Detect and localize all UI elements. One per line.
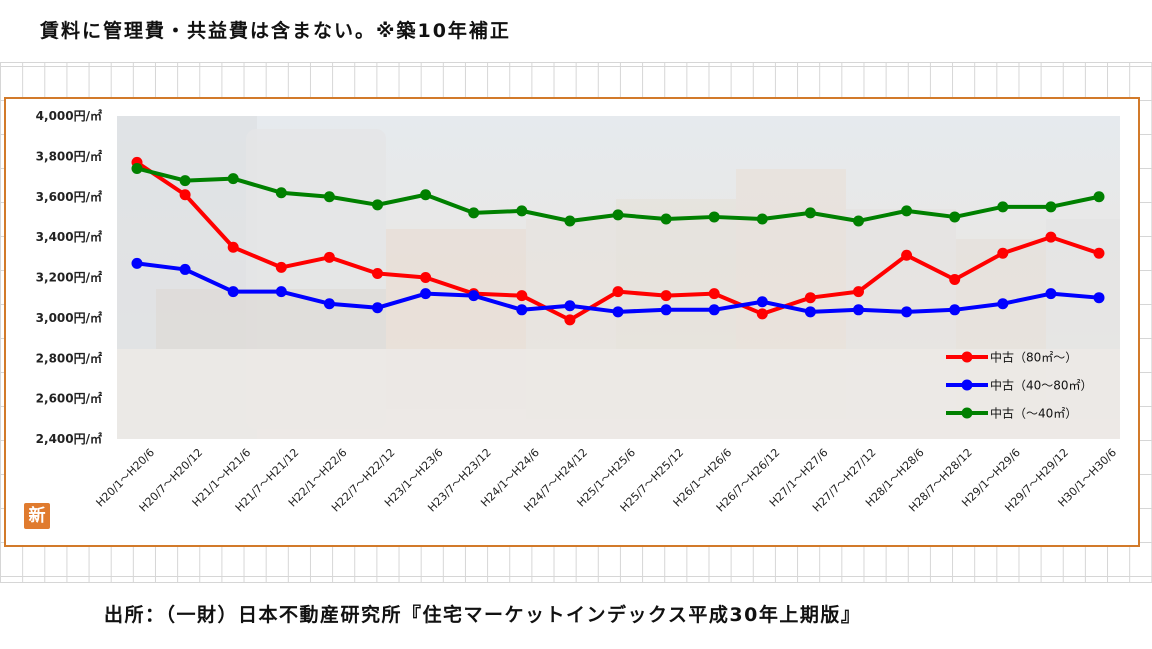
new-badge-icon: 新 <box>24 503 50 529</box>
series-0-point <box>612 286 624 298</box>
y-tick-label: 2,400円/㎡ <box>36 431 102 446</box>
series-2-point <box>564 215 576 227</box>
series-0-point <box>323 251 335 263</box>
y-tick-label: 2,800円/㎡ <box>36 350 102 365</box>
rent-note: 賃料に管理費・共益費は含まない。※築10年補正 <box>40 20 511 42</box>
header-band <box>0 0 1152 63</box>
series-0-point <box>708 288 720 300</box>
series-1-point <box>420 288 432 300</box>
series-1-point <box>1093 292 1105 304</box>
series-1-point <box>275 286 287 298</box>
series-0-point <box>516 290 528 302</box>
legend-swatch-marker <box>961 407 973 419</box>
y-tick-label: 3,600円/㎡ <box>36 189 102 204</box>
series-2-point <box>660 213 672 225</box>
series-1-point <box>1045 288 1057 300</box>
series-1-point <box>997 298 1009 310</box>
y-tick-label: 2,600円/㎡ <box>36 391 102 406</box>
series-1-point <box>179 263 191 275</box>
series-2-point <box>804 207 816 219</box>
series-0-point <box>372 267 383 279</box>
series-0-point <box>853 286 864 298</box>
series-0-point <box>179 189 191 201</box>
series-2-point <box>901 205 913 217</box>
y-tick-label: 3,400円/㎡ <box>36 229 102 244</box>
series-1-point <box>756 296 768 308</box>
background-photo <box>117 116 1120 439</box>
series-2-point <box>275 187 287 199</box>
y-axis: 2,400円/㎡ 2,600円/㎡ 2,800円/㎡ 3,000円/㎡ 3,200円/㎡… <box>36 108 102 446</box>
series-2-point <box>1045 201 1057 213</box>
series-2-point <box>612 209 624 221</box>
legend-label: 中古（40～80㎡） <box>990 378 1093 393</box>
series-0-point <box>275 261 287 273</box>
series-2-point <box>708 211 720 223</box>
series-1-point <box>131 257 143 269</box>
series-0-point <box>756 308 768 320</box>
rent-line-chart: 2,400円/㎡ 2,600円/㎡ 2,800円/㎡ 3,000円/㎡ 3,200円/㎡… <box>36 108 1120 515</box>
series-1-point <box>708 304 720 316</box>
series-2-point <box>756 213 768 225</box>
legend: 中古（80㎡～） 中古（40～80㎡） 中古（～40㎡） <box>946 350 1093 421</box>
chart-frame: 2,400円/㎡ 2,600円/㎡ 2,800円/㎡ 3,000円/㎡ 3,200円/㎡… <box>4 97 1140 547</box>
series-0-point <box>564 314 576 326</box>
series-1-point <box>564 300 576 312</box>
series-2-point <box>853 215 864 227</box>
series-2-point <box>516 205 528 217</box>
series-2-point <box>949 211 961 223</box>
series-1-point <box>853 304 864 316</box>
series-2-point <box>227 173 239 185</box>
series-2-point <box>1093 191 1105 203</box>
series-0-point <box>997 247 1009 259</box>
series-0-point <box>901 249 913 261</box>
series-0-point <box>1045 231 1057 243</box>
legend-swatch-marker <box>961 351 973 363</box>
series-layer <box>131 156 1105 326</box>
series-1-point <box>949 304 961 316</box>
series-1-point <box>516 304 528 316</box>
series-1-point <box>612 306 624 318</box>
legend-swatch-marker <box>961 379 973 391</box>
series-1-point <box>372 302 383 314</box>
series-2-point <box>131 162 143 174</box>
series-1-point <box>901 306 913 318</box>
series-1-point <box>323 298 335 310</box>
series-2-point <box>323 191 335 203</box>
series-1-point <box>660 304 672 316</box>
series-0-point <box>804 292 816 304</box>
y-tick-label: 3,800円/㎡ <box>36 148 102 163</box>
legend-label: 中古（～40㎡） <box>990 406 1077 421</box>
series-0-point <box>420 272 432 283</box>
series-0-point <box>227 241 239 253</box>
series-2-point <box>468 207 480 219</box>
x-axis: H20/1～H20/6H20/7～H20/12H21/1～H21/6H21/7～… <box>94 446 1120 515</box>
series-1-point <box>804 306 816 318</box>
series-2-point <box>420 189 432 201</box>
series-2-point <box>179 175 191 187</box>
series-0-point <box>660 290 672 302</box>
y-tick-label: 3,200円/㎡ <box>36 270 102 285</box>
y-tick-label: 4,000円/㎡ <box>36 108 102 123</box>
series-1-point <box>468 290 480 302</box>
series-0-point <box>949 274 961 286</box>
source-citation: 出所：（一財）日本不動産研究所『住宅マーケットインデックス平成30年上期版』 <box>104 604 862 626</box>
legend-label: 中古（80㎡～） <box>990 350 1077 365</box>
footer-band <box>0 582 1152 649</box>
series-2-point <box>997 201 1009 213</box>
series-0-point <box>1093 247 1105 259</box>
series-1-point <box>227 286 239 298</box>
series-2-point <box>372 199 383 211</box>
y-tick-label: 3,000円/㎡ <box>36 310 102 325</box>
